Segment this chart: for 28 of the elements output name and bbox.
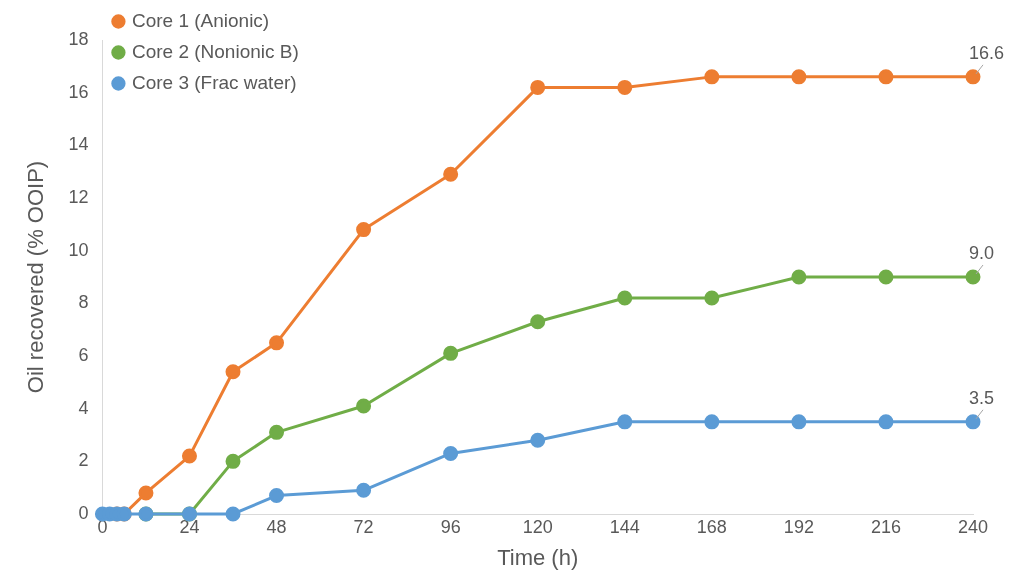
data-label: 9.0 xyxy=(969,242,995,263)
data-label: 3.5 xyxy=(969,387,995,408)
x-tick-label: 72 xyxy=(353,516,374,537)
y-tick-label: 12 xyxy=(68,186,89,207)
x-tick-label: 216 xyxy=(870,516,901,537)
x-tick-label: 96 xyxy=(440,516,461,537)
y-tick-label: 14 xyxy=(68,134,89,155)
x-tick-label: 120 xyxy=(522,516,553,537)
data-label: 16.6 xyxy=(969,42,1005,63)
y-tick-label: 8 xyxy=(78,292,89,313)
x-tick-label: 168 xyxy=(696,516,727,537)
y-tick-label: 18 xyxy=(68,28,89,49)
legend-label: Core 2 (Nonionic B) xyxy=(131,40,299,62)
x-tick-label: 24 xyxy=(179,516,200,537)
y-tick-label: 10 xyxy=(68,239,89,260)
y-tick-label: 2 xyxy=(78,450,89,471)
y-tick-label: 4 xyxy=(78,397,89,418)
x-axis-title: Time (h) xyxy=(497,544,579,570)
y-tick-label: 6 xyxy=(78,344,89,365)
y-tick-label: 16 xyxy=(68,81,89,102)
x-tick-label: 192 xyxy=(783,516,814,537)
legend-label: Core 1 (Anionic) xyxy=(131,9,270,31)
legend-label: Core 3 (Frac water) xyxy=(131,71,297,93)
x-tick-label: 240 xyxy=(957,516,989,537)
x-tick-label: 48 xyxy=(266,516,287,537)
y-axis-title: Oil recovered (% OOIP) xyxy=(23,160,49,394)
y-tick-label: 0 xyxy=(78,502,89,523)
x-tick-label: 144 xyxy=(609,516,640,537)
